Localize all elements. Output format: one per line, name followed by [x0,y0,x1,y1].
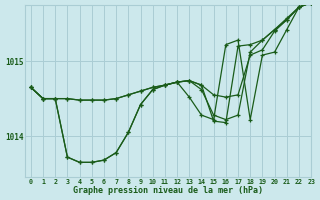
X-axis label: Graphe pression niveau de la mer (hPa): Graphe pression niveau de la mer (hPa) [73,186,263,195]
